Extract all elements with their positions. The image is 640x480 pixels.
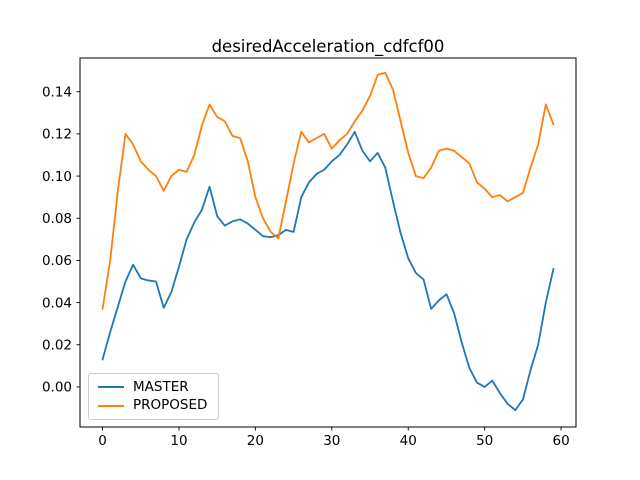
master-line-swatch bbox=[98, 386, 124, 389]
chart-title: desiredAcceleration_cdfcf00 bbox=[211, 37, 445, 56]
master-line bbox=[101, 130, 555, 412]
y-axis-tick-label: 0.08 bbox=[42, 211, 72, 227]
x-axis-tick-label: 60 bbox=[553, 433, 570, 449]
y-axis-tick-label: 0.06 bbox=[42, 253, 72, 269]
y-axis-tick-label: 0.00 bbox=[42, 380, 72, 396]
x-axis-tick-label: 10 bbox=[170, 433, 187, 449]
x-axis-tick-label: 0 bbox=[98, 433, 107, 449]
x-axis-tick-label: 40 bbox=[400, 433, 417, 449]
proposed-line bbox=[101, 71, 555, 310]
y-axis-tick-label: 0.14 bbox=[42, 85, 72, 101]
y-axis-tick-label: 0.10 bbox=[42, 169, 72, 185]
x-axis-tick-label: 30 bbox=[323, 433, 340, 449]
y-axis-tick-label: 0.12 bbox=[42, 127, 72, 143]
y-axis-tick-label: 0.02 bbox=[42, 338, 72, 354]
proposed-line-swatch bbox=[98, 404, 124, 407]
x-axis-tick-label: 50 bbox=[476, 433, 493, 449]
legend-item-master: MASTER bbox=[98, 378, 212, 395]
x-axis-tick-label: 20 bbox=[247, 433, 264, 449]
legend: MASTER PROPOSED bbox=[88, 373, 219, 420]
legend-label-proposed: PROPOSED bbox=[133, 396, 208, 413]
legend-item-proposed: PROPOSED bbox=[98, 396, 212, 413]
y-axis-tick-label: 0.04 bbox=[42, 295, 72, 311]
plot-border bbox=[79, 57, 577, 428]
legend-label-master: MASTER bbox=[133, 378, 189, 395]
